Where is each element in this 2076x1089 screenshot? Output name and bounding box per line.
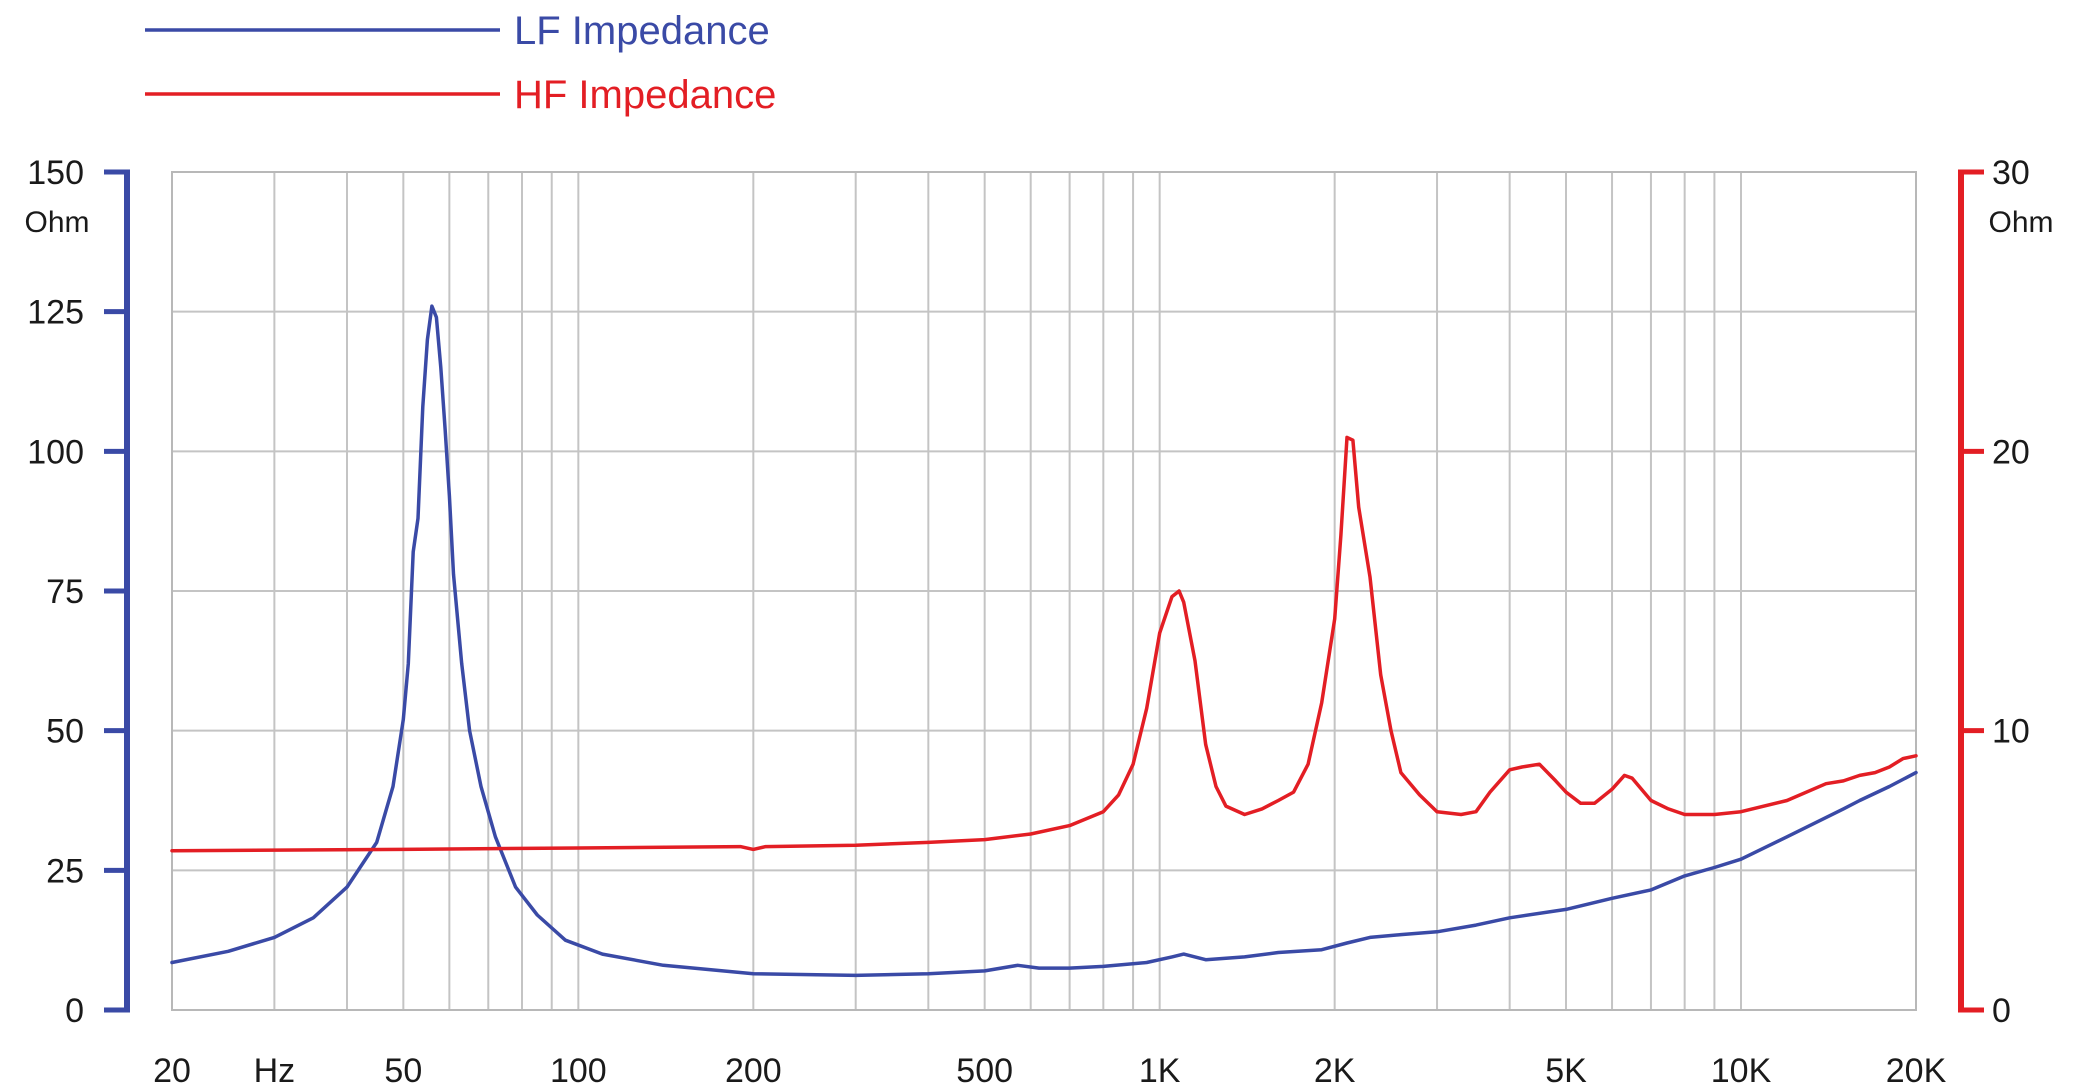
right-axis-tick-label: 30	[1992, 154, 2030, 192]
left-y-axis-unit: Ohm	[24, 206, 89, 239]
gridlines	[171, 171, 1917, 1011]
legend-label: HF Impedance	[514, 73, 776, 117]
x-axis-tick-label: Hz	[254, 1052, 296, 1089]
left-axis-tick-label: 100	[27, 433, 84, 471]
right-y-axis-unit: Ohm	[1988, 206, 2053, 239]
x-axis-tick-label: 20	[153, 1052, 191, 1089]
series-line-hf-impedance	[170, 435, 1918, 853]
left-axis-tick-label: 50	[46, 713, 84, 751]
x-axis-tick-label: 20K	[1886, 1052, 1947, 1089]
left-axis-tick-label: 150	[27, 154, 84, 192]
left-axis-tick-label: 0	[65, 992, 84, 1030]
series-layer	[170, 304, 1918, 978]
x-axis-tick-label: 10K	[1711, 1052, 1772, 1089]
left-axis-tick-label: 25	[46, 852, 84, 890]
x-axis-tick-label: 200	[725, 1052, 782, 1089]
left-y-axis: 0 25 50 75 100 125 150	[27, 154, 130, 1030]
x-axis-tick-label: 50	[384, 1052, 422, 1089]
legend-label: LF Impedance	[514, 9, 770, 53]
right-axis-tick-label: 10	[1992, 713, 2030, 751]
right-y-axis: 0 10 20 30	[1958, 154, 2030, 1030]
x-axis-tick-label: 500	[956, 1052, 1013, 1089]
legend: LF Impedance HF Impedance	[145, 9, 776, 117]
x-axis-tick-label: 100	[550, 1052, 607, 1089]
plot-frame	[171, 171, 1917, 1011]
left-axis-tick-label: 75	[46, 573, 84, 611]
x-axis-tick-label: 5K	[1545, 1052, 1587, 1089]
left-axis-tick-label: 125	[27, 294, 84, 332]
right-axis-tick-label: 0	[1992, 992, 2011, 1030]
x-axis-tick-label: 2K	[1314, 1052, 1356, 1089]
right-axis-tick-label: 20	[1992, 433, 2030, 471]
x-axis-tick-label: 1K	[1139, 1052, 1181, 1089]
series-line-lf-impedance	[170, 304, 1918, 978]
x-axis-ticks: 20 Hz 50 100 200 500 1K 2K 5K 10K 20K	[153, 1052, 1946, 1089]
